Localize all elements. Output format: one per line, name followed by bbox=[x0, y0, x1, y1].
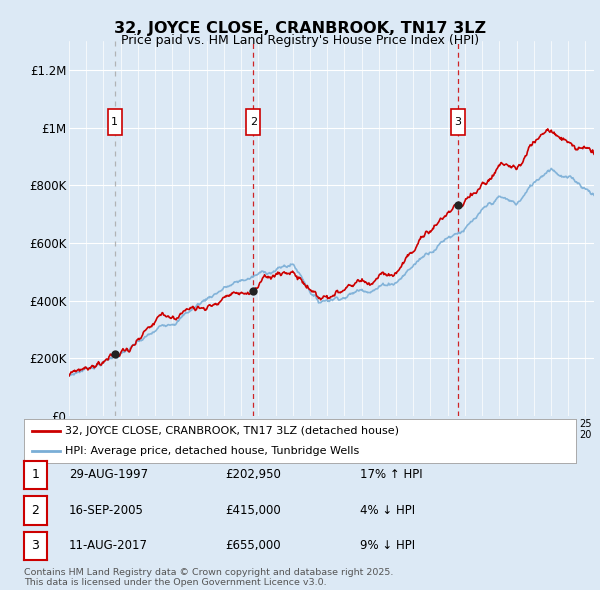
Text: 9% ↓ HPI: 9% ↓ HPI bbox=[360, 539, 415, 552]
FancyBboxPatch shape bbox=[247, 109, 260, 135]
Text: 17% ↑ HPI: 17% ↑ HPI bbox=[360, 468, 422, 481]
Text: Contains HM Land Registry data © Crown copyright and database right 2025.
This d: Contains HM Land Registry data © Crown c… bbox=[24, 568, 394, 587]
Text: £415,000: £415,000 bbox=[225, 504, 281, 517]
Text: 2: 2 bbox=[250, 117, 257, 127]
Text: 3: 3 bbox=[455, 117, 461, 127]
Text: Price paid vs. HM Land Registry's House Price Index (HPI): Price paid vs. HM Land Registry's House … bbox=[121, 34, 479, 47]
Text: 32, JOYCE CLOSE, CRANBROOK, TN17 3LZ (detached house): 32, JOYCE CLOSE, CRANBROOK, TN17 3LZ (de… bbox=[65, 427, 400, 436]
Text: 16-SEP-2005: 16-SEP-2005 bbox=[69, 504, 144, 517]
Text: 2: 2 bbox=[31, 504, 40, 517]
FancyBboxPatch shape bbox=[108, 109, 121, 135]
Text: 29-AUG-1997: 29-AUG-1997 bbox=[69, 468, 148, 481]
Text: 32, JOYCE CLOSE, CRANBROOK, TN17 3LZ: 32, JOYCE CLOSE, CRANBROOK, TN17 3LZ bbox=[114, 21, 486, 35]
Text: 1: 1 bbox=[111, 117, 118, 127]
Text: £655,000: £655,000 bbox=[225, 539, 281, 552]
Text: 1: 1 bbox=[31, 468, 40, 481]
Text: 4% ↓ HPI: 4% ↓ HPI bbox=[360, 504, 415, 517]
Text: 3: 3 bbox=[31, 539, 40, 552]
Text: 11-AUG-2017: 11-AUG-2017 bbox=[69, 539, 148, 552]
Text: HPI: Average price, detached house, Tunbridge Wells: HPI: Average price, detached house, Tunb… bbox=[65, 446, 359, 455]
FancyBboxPatch shape bbox=[451, 109, 465, 135]
Text: £202,950: £202,950 bbox=[225, 468, 281, 481]
